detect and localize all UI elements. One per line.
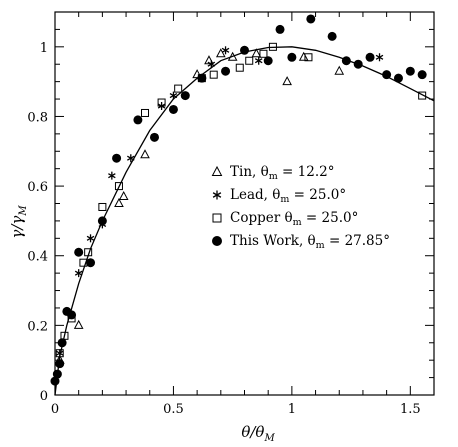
copper-point (98, 202, 107, 211)
y-tick-label: 0 (40, 389, 48, 404)
plot-frame (54, 11, 435, 396)
y-tick-label: 0.2 (27, 319, 48, 334)
copper-point (259, 49, 268, 58)
legend: Tin, θm = 12.2° Lead, θm = 25.0° Copper θm… (211, 164, 390, 251)
this-work-point (57, 338, 67, 348)
this-work-point (221, 66, 231, 76)
this-work-point (55, 359, 65, 369)
this-work-point (382, 70, 392, 80)
tin-point (118, 190, 129, 201)
copper-point (268, 42, 277, 51)
legend-tin-label: Tin, θm = 12.2° (230, 164, 334, 182)
copper-point (235, 63, 244, 72)
lead-point (207, 60, 216, 69)
lead-point (74, 269, 83, 278)
this-work-point (327, 31, 337, 41)
tin-point (215, 48, 226, 58)
this-work-point (405, 66, 415, 76)
copper-point (304, 53, 313, 62)
axes: 0 0.5 1 1.5 0 0.2 0.4 0.6 0.8 1 (27, 11, 435, 417)
x-axis-label: θ/θM (241, 423, 275, 444)
this-work-point (168, 104, 178, 114)
this-work-point (180, 91, 190, 101)
tin-point (298, 51, 309, 61)
lead-point (375, 53, 384, 62)
legend-copper-label: Copper θm = 25.0° (230, 210, 358, 228)
y-tick-label: 0.6 (27, 180, 48, 195)
this-work-point (306, 14, 316, 24)
copper-point (209, 70, 218, 79)
this-work-point (393, 73, 403, 83)
tin-point (192, 69, 202, 79)
this-work-point (341, 56, 351, 66)
lead-point (254, 56, 263, 65)
tin-point (73, 319, 84, 329)
legend-lead-marker (212, 190, 222, 200)
lead-point (55, 349, 64, 358)
tin-point (251, 48, 262, 58)
this-work-point (97, 216, 107, 226)
lead-point (127, 154, 135, 163)
tin-point (204, 55, 214, 65)
y-tick-label: 0.8 (27, 110, 48, 125)
legend-copper-marker (212, 213, 222, 223)
copper-point (174, 84, 183, 93)
lead-point (169, 91, 178, 100)
x-tick-label: 1.5 (400, 402, 421, 417)
lead-point (221, 46, 230, 55)
this-work-point (365, 52, 375, 62)
legend-lead-label: Lead, θm = 25.0° (230, 187, 346, 205)
this-work-point (240, 45, 249, 55)
copper-point (55, 349, 64, 358)
this-work-point (74, 247, 84, 257)
x-tick-label: 0 (51, 402, 59, 417)
this-work-point (86, 258, 96, 268)
copper-point (157, 98, 166, 107)
legend-this-work-marker (212, 236, 222, 246)
copper-point (418, 91, 427, 100)
this-work-point (353, 59, 363, 69)
this-work-point (197, 73, 207, 83)
tin-point (114, 197, 124, 207)
y-axis-label: γ/γM (8, 205, 29, 239)
this-work-point (287, 52, 297, 62)
x-tick-label: 0.5 (163, 402, 184, 417)
this-work-point (67, 310, 77, 320)
tin-point (227, 51, 238, 61)
copper-point (114, 182, 123, 191)
this-work-point (133, 115, 143, 125)
legend-this-work-label: This Work, θm = 27.85° (230, 233, 390, 251)
this-work-point (149, 132, 159, 142)
y-tick-label: 0.4 (27, 250, 48, 265)
data-points (50, 14, 427, 386)
this-work-point (112, 153, 122, 163)
tin-point (282, 76, 292, 86)
copper-point (245, 56, 254, 65)
x-tick-label: 1 (288, 402, 296, 417)
lead-point (86, 234, 95, 243)
this-work-point (417, 70, 427, 80)
y-tick-label: 1 (40, 41, 48, 56)
lead-point (108, 171, 116, 180)
copper-point (84, 248, 93, 257)
copper-point (141, 108, 150, 117)
this-work-point (275, 24, 285, 34)
tin-point (334, 65, 345, 75)
legend-tin-marker (211, 165, 223, 176)
tin-point (140, 149, 150, 159)
this-work-point (263, 56, 273, 66)
